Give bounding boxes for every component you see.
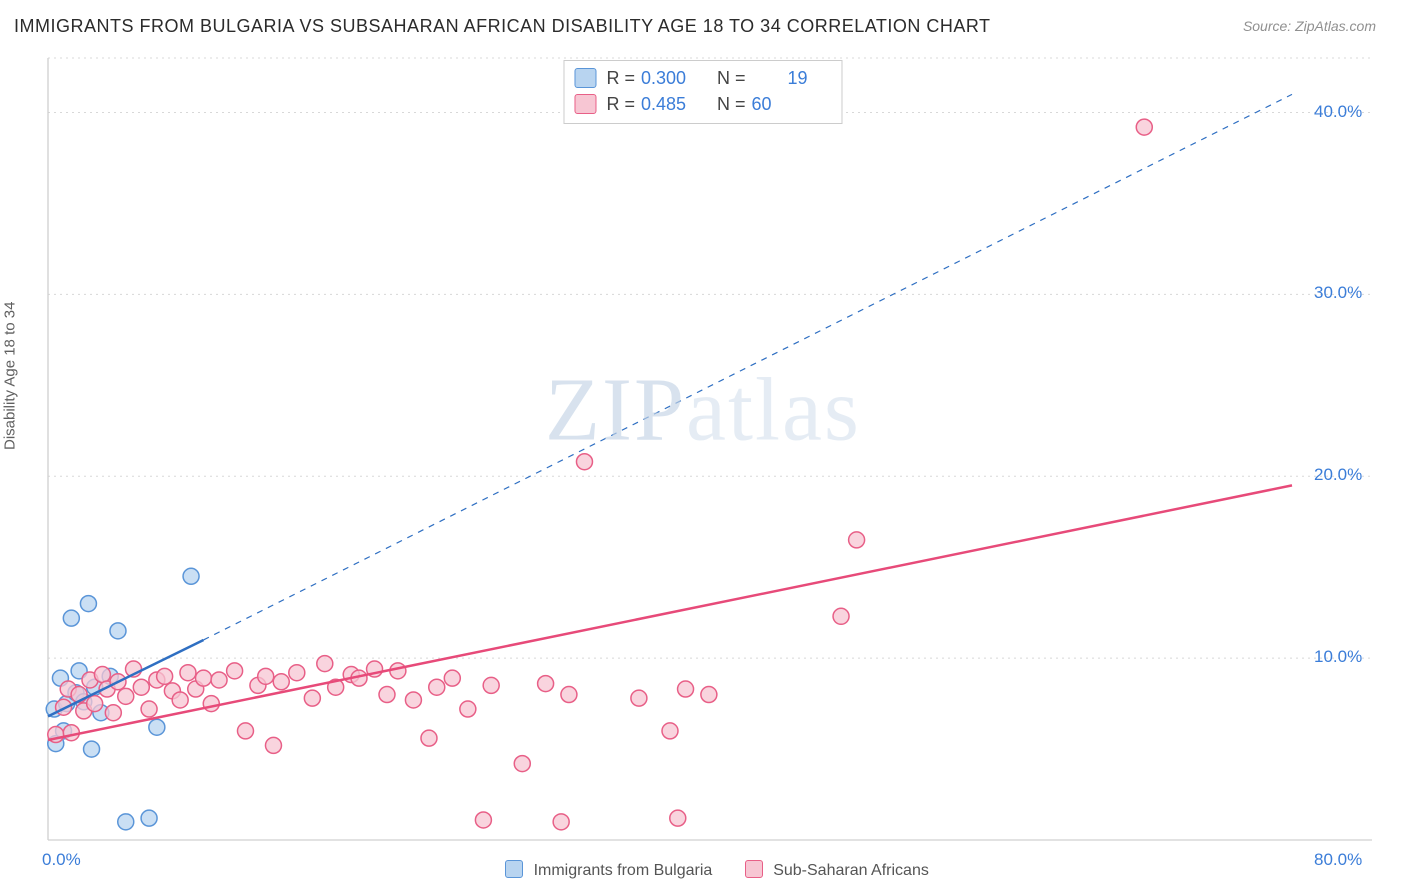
y-tick-label: 40.0% <box>1314 102 1362 122</box>
series-label: Sub-Saharan Africans <box>773 862 929 879</box>
series-label: Immigrants from Bulgaria <box>534 862 713 879</box>
r-value: 0.485 <box>641 94 697 115</box>
n-label: N = <box>717 94 746 115</box>
correlation-row: R = 0.300 N = 19 <box>574 65 827 91</box>
series-swatch-icon <box>505 860 523 878</box>
correlation-chart: IMMIGRANTS FROM BULGARIA VS SUBSAHARAN A… <box>0 0 1406 892</box>
x-tick-label: 80.0% <box>1314 850 1362 870</box>
x-tick-label: 0.0% <box>42 850 81 870</box>
series-swatch-icon <box>574 94 596 114</box>
y-tick-label: 20.0% <box>1314 465 1362 485</box>
correlation-legend: R = 0.300 N = 19 R = 0.485 N = 60 <box>563 60 842 124</box>
r-label: R = <box>606 94 635 115</box>
y-tick-label: 10.0% <box>1314 647 1362 667</box>
series-swatch-icon <box>574 68 596 88</box>
n-value: 19 <box>752 68 808 89</box>
r-label: R = <box>606 68 635 89</box>
bottom-legend: Immigrants from Bulgaria Sub-Saharan Afr… <box>0 860 1406 880</box>
y-tick-label: 30.0% <box>1314 283 1362 303</box>
correlation-row: R = 0.485 N = 60 <box>574 91 827 117</box>
series-swatch-icon <box>745 860 763 878</box>
n-value: 60 <box>752 94 808 115</box>
r-value: 0.300 <box>641 68 697 89</box>
scatterplot-svg <box>0 0 1406 892</box>
n-label: N = <box>717 68 746 89</box>
